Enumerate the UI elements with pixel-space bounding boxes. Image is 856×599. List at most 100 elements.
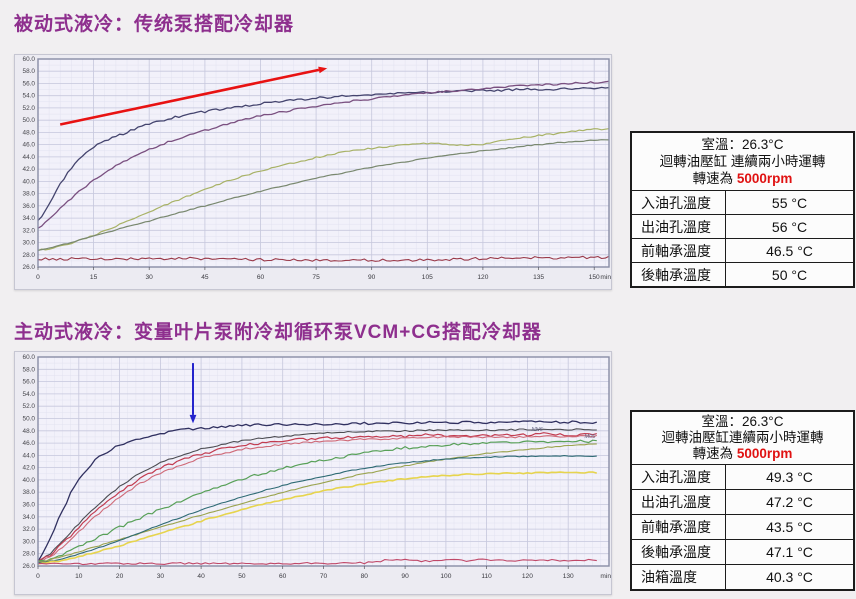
x-tick-label: 60 <box>257 274 265 281</box>
rpm-value: 5000rpm <box>736 446 793 461</box>
x-tick-label: 100 <box>440 573 451 580</box>
x-tick-label: 75 <box>312 274 320 281</box>
x-tick-label: 120 <box>522 573 533 580</box>
room-temp-line: 室溫：26.3°C <box>701 137 784 152</box>
table-row: 入油孔溫度 49.3 °C <box>632 465 853 490</box>
y-tick-label: 34.0 <box>23 215 36 222</box>
y-tick-label: 32.0 <box>23 526 36 533</box>
series-curve-purple <box>37 80 610 229</box>
active-cooling-title: 主动式液冷：变量叶片泵附冷却循环泵VCM+CG搭配冷却器 <box>14 322 542 343</box>
x-tick-label: 40 <box>197 573 205 580</box>
rising-trend-arrow <box>59 66 328 126</box>
y-tick-label: 58.0 <box>23 366 36 373</box>
y-tick-label: 60.0 <box>23 56 36 63</box>
y-tick-label: 50.0 <box>23 117 36 124</box>
series-curve-magenta-flat <box>37 558 597 566</box>
y-tick-label: 42.0 <box>23 465 36 472</box>
x-tick-label: 15 <box>90 274 98 281</box>
passive-cooling-chart: 60.0 58.0 56.0 54.0 52.0 50.0 48.0 46.0 44.0 42.0… <box>14 54 612 290</box>
series-curve-teal <box>37 455 597 564</box>
series-curve-red <box>37 432 597 562</box>
x-tick-label: 150 <box>589 274 600 281</box>
y-tick-label: 44.0 <box>23 154 36 161</box>
series-curve-yellow <box>37 471 598 565</box>
series-curve-pink <box>37 434 597 563</box>
x-tick-label: 70 <box>320 573 328 580</box>
x-tick-label: 0 <box>36 573 40 580</box>
x-tick-label: 0 <box>36 274 40 281</box>
y-tick-label: 28.0 <box>23 252 36 259</box>
y-tick-label: 44.0 <box>23 452 36 459</box>
x-axis-unit: min <box>600 274 611 281</box>
x-tick-label: 90 <box>401 573 409 580</box>
temp-row-label: 出油孔溫度 <box>632 215 726 238</box>
x-tick-label: 30 <box>146 274 154 281</box>
y-tick-label: 48.0 <box>23 129 36 136</box>
series-curve-darkgray <box>37 428 597 562</box>
x-tick-label: 105 <box>422 274 433 281</box>
y-tick-label: 54.0 <box>23 391 36 398</box>
curve-annotation: NN6 <box>532 427 544 433</box>
series-curve-darkred-flat <box>37 255 610 262</box>
x-axis-unit: min <box>600 573 611 580</box>
rpm-prefix: 轉速為 <box>692 446 737 461</box>
y-tick-label: 56.0 <box>23 379 36 386</box>
x-tick-label: 45 <box>201 274 209 281</box>
temp-row-value: 49.3 °C <box>766 469 813 485</box>
active-cooling-table: 室溫：26.3°C 迴轉油壓缸連續兩小時運轉 轉速為 5000rpm 入油孔溫度 49.… <box>630 410 855 591</box>
table-header: 室溫：26.3°C 迴轉油壓缸連續兩小時運轉 轉速為 5000rpm <box>632 412 853 465</box>
temp-row-label: 前軸承溫度 <box>632 515 726 539</box>
temp-row-value: 47.1 °C <box>766 544 813 560</box>
x-tick-label: 135 <box>533 274 544 281</box>
x-tick-label: 30 <box>157 573 165 580</box>
temp-row-label: 後軸承溫度 <box>632 263 726 286</box>
series-curve-navy <box>37 420 597 562</box>
x-tick-label: 130 <box>563 573 574 580</box>
y-tick-label: 38.0 <box>23 191 36 198</box>
x-tick-label: 10 <box>75 573 83 580</box>
table-header: 室溫：26.3°C 迴轉油壓缸 連續兩小時運轉 轉速為 5000rpm <box>632 133 853 191</box>
rpm-prefix: 轉速為 <box>692 171 737 186</box>
x-tick-label: 110 <box>481 573 492 580</box>
temp-row-label: 後軸承溫度 <box>632 540 726 564</box>
y-tick-label: 60.0 <box>23 354 36 361</box>
table-row: 前軸承溫度 43.5 °C <box>632 515 853 540</box>
temp-row-value: 47.2 °C <box>766 494 813 510</box>
rpm-line: 轉速為 5000rpm <box>633 170 852 187</box>
series-curve-navy <box>37 86 610 221</box>
temp-row-label: 前軸承溫度 <box>632 239 726 262</box>
table-row: 後軸承溫度 47.1 °C <box>632 540 853 565</box>
y-tick-label: 40.0 <box>23 178 36 185</box>
passive-cooling-table: 室溫：26.3°C 迴轉油壓缸 連續兩小時運轉 轉速為 5000rpm 入油孔溫度 55… <box>630 131 855 288</box>
series-curve-olive <box>37 128 610 252</box>
y-tick-label: 50.0 <box>23 416 36 423</box>
y-tick-label: 38.0 <box>23 489 36 496</box>
table-row: 後軸承溫度 50 °C <box>632 263 853 286</box>
curve-annotation: M06 <box>585 434 597 440</box>
x-tick-label: 50 <box>238 573 246 580</box>
room-temp-line: 室溫：26.3°C <box>701 414 784 429</box>
table-row: 出油孔溫度 47.2 °C <box>632 490 853 515</box>
x-tick-label: 60 <box>279 573 287 580</box>
y-tick-label: 32.0 <box>23 227 36 234</box>
rpm-value: 5000rpm <box>736 171 793 186</box>
temp-row-value: 40.3 °C <box>766 569 813 585</box>
temp-row-label: 入油孔溫度 <box>632 191 726 214</box>
temp-row-value: 56 °C <box>771 218 808 235</box>
test-condition-line: 迴轉油壓缸連續兩小時運轉 <box>661 430 824 445</box>
y-tick-label: 40.0 <box>23 477 36 484</box>
rpm-line: 轉速為 5000rpm <box>633 446 852 462</box>
y-tick-label: 46.0 <box>23 142 36 149</box>
passive-cooling-title: 被动式液冷：传统泵搭配冷却器 <box>14 14 295 35</box>
y-tick-label: 58.0 <box>23 68 36 75</box>
series-curve-graygreen <box>37 139 610 251</box>
temp-row-value: 43.5 °C <box>766 519 813 535</box>
y-tick-label: 30.0 <box>23 538 36 545</box>
drop-indicator-arrow <box>189 363 197 424</box>
y-tick-label: 34.0 <box>23 514 36 521</box>
y-tick-label: 54.0 <box>23 93 36 100</box>
temp-row-label: 出油孔溫度 <box>632 490 726 514</box>
x-tick-label: 90 <box>368 274 376 281</box>
series-curve-green <box>37 439 597 562</box>
table-row: 油箱溫度 40.3 °C <box>632 565 853 589</box>
